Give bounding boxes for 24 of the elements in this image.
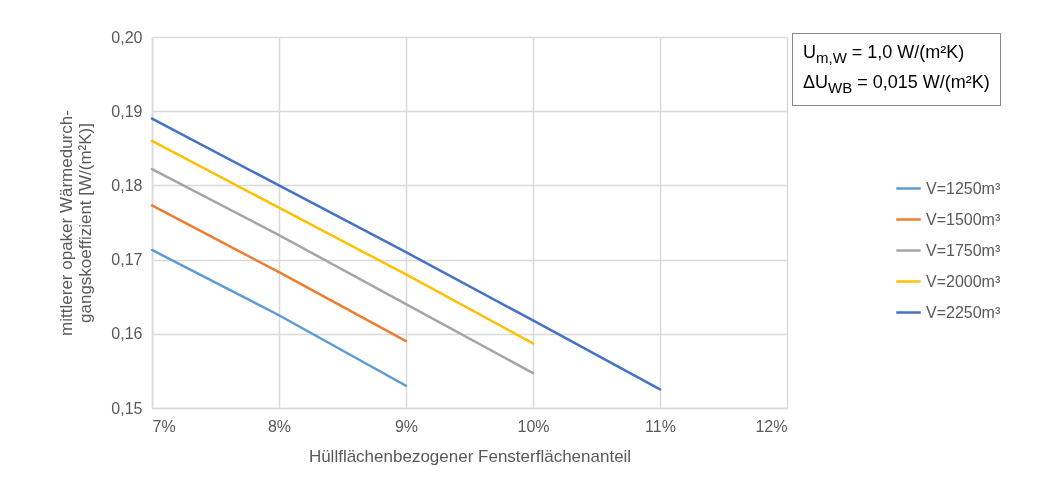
- y-tick-label: 0,16: [111, 325, 143, 343]
- x-axis-title: Hüllflächenbezogener Fensterflächenanteil: [308, 446, 632, 466]
- x-tick-label: 11%: [645, 417, 676, 435]
- line-series: [150, 117, 662, 391]
- line-series: [150, 167, 535, 375]
- legend-label: V=1250m³: [926, 179, 1001, 197]
- y-axis-title: mittlerer opaker Wärmedurch- gangskoeffizient [W/(m²K)]: [57, 110, 96, 336]
- legend-label: V=1750m³: [926, 241, 1001, 259]
- x-tick-label: 12%: [755, 417, 788, 435]
- text: ΔU$_{WB}$ = 0,015 W/(m²K): [803, 70, 990, 98]
- y-tick-label: 0,18: [111, 176, 143, 194]
- x-tick-label: 8%: [267, 417, 292, 435]
- y-tick-label: 0,20: [111, 28, 143, 46]
- legend-label: V=1500m³: [926, 210, 1001, 228]
- y-tick-label: 0,17: [111, 251, 143, 269]
- line-series: [150, 139, 535, 345]
- y-tick-label: 0,15: [111, 399, 143, 417]
- x-tick-label: 10%: [517, 417, 550, 435]
- legend-label: V=2250m³: [926, 303, 1001, 321]
- x-tick-label: 7%: [152, 417, 176, 435]
- text: U$_{m,W}$ = 1,0 W/(m²K): [803, 41, 966, 68]
- x-tick-label: 9%: [394, 417, 419, 435]
- legend-label: V=2000m³: [926, 272, 1001, 290]
- y-tick-label: 0,19: [111, 102, 143, 120]
